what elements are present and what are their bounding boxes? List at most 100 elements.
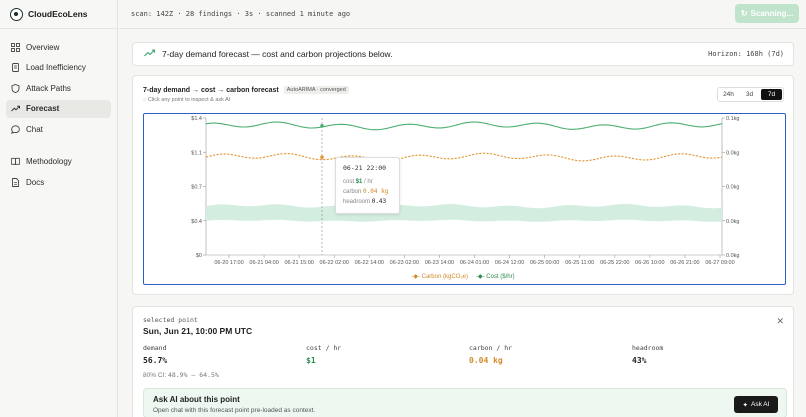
sidebar-item-methodology[interactable]: Methodology xyxy=(6,153,111,171)
selected-carbon-point xyxy=(320,155,324,159)
horizon-label: Horizon: 168h (7d) xyxy=(708,50,784,58)
tooltip-cost-unit: / hr xyxy=(364,179,373,185)
metric-label: demand xyxy=(143,344,167,352)
x-tick-label: 06-26 10:00 xyxy=(635,260,664,266)
sparkle-icon: ✦ xyxy=(742,401,748,409)
sidebar-item-overview[interactable]: Overview xyxy=(6,38,111,56)
scan-status: scan: 142Z · 28 findings · 3s · scanned … xyxy=(131,10,351,18)
sidebar-item-label: Load Inefficiency xyxy=(26,63,86,72)
chart-legend: -◆- Carbon (kgCO₂e) -◆- Cost ($/hr) xyxy=(133,273,793,280)
legend-carbon-label: Carbon (kgCO₂e) xyxy=(421,274,468,280)
range-7d-button[interactable]: 7d xyxy=(761,89,782,100)
y-tick-label-left: $1.1 xyxy=(191,150,202,156)
ask-ai-button[interactable]: ✦ Ask AI xyxy=(734,396,778,413)
metric-cost: cost / hr $1 xyxy=(306,344,341,365)
tooltip-headroom-row: headroom 0.43 xyxy=(343,198,392,205)
x-tick-label: 06-22 02:00 xyxy=(320,260,349,266)
metric-value: $1 xyxy=(306,356,316,365)
tooltip-carbon-value: 0.04 kg xyxy=(363,188,389,195)
book-icon xyxy=(11,157,20,166)
doc-icon xyxy=(11,177,20,187)
x-tick-label: 06-23 14:00 xyxy=(425,260,454,266)
sidebar: CloudEcoLens Overview Load Inefficiency … xyxy=(0,0,118,417)
chat-icon: ◌ xyxy=(143,97,147,103)
selected-cost-point xyxy=(320,124,324,128)
y-tick-label-right: 0.0kg xyxy=(726,219,739,225)
selected-point-card: selected point Sun, Jun 21, 10:00 PM UTC… xyxy=(132,306,794,417)
selected-point-label: selected point xyxy=(143,316,198,324)
x-tick-label: 06-24 12:00 xyxy=(495,260,524,266)
x-tick-label: 06-25 11:00 xyxy=(565,260,594,266)
y-tick-label-right: 0.0kg xyxy=(726,150,739,156)
y-tick-label-left: $0 xyxy=(196,253,202,259)
ci-value: 48.9% – 64.5% xyxy=(167,371,219,379)
refresh-icon: ↻ xyxy=(740,9,748,18)
chart-hint: ◌ Click any point to inspect & ask AI xyxy=(143,97,230,103)
demand-confidence-band xyxy=(206,203,722,222)
sidebar-item-docs[interactable]: Docs xyxy=(6,173,111,191)
legend-cost[interactable]: -◆- Cost ($/hr) xyxy=(476,274,515,280)
model-badge: AutoARIMA · converged xyxy=(283,86,349,94)
sidebar-item-label: Attack Paths xyxy=(26,83,71,93)
x-tick-label: 06-25 22:00 xyxy=(600,260,629,266)
brand-name: CloudEcoLens xyxy=(28,9,88,19)
brand[interactable]: CloudEcoLens xyxy=(0,0,117,29)
x-tick-label: 06-27 09:00 xyxy=(705,260,734,266)
x-tick-label: 06-26 21:00 xyxy=(670,260,699,266)
legend-carbon[interactable]: -◆- Carbon (kgCO₂e) xyxy=(411,274,468,280)
shield-icon xyxy=(11,83,20,93)
x-tick-label: 06-24 01:00 xyxy=(460,260,489,266)
forecast-banner: 7-day demand forecast — cost and carbon … xyxy=(132,42,794,66)
sidebar-item-attack-paths[interactable]: Attack Paths xyxy=(6,79,111,97)
sidebar-nav: Overview Load Inefficiency Attack Paths … xyxy=(0,29,117,203)
range-3d-button[interactable]: 3d xyxy=(745,91,754,98)
x-tick-label: 06-25 00:00 xyxy=(530,260,559,266)
tooltip-carbon-label: carbon xyxy=(343,189,362,195)
chat-icon xyxy=(11,124,20,134)
metric-label: cost / hr xyxy=(306,344,342,352)
tooltip-headroom-label: headroom xyxy=(343,199,371,205)
sidebar-item-label: Methodology xyxy=(26,157,72,166)
point-tooltip: 06-21 22:00 cost $1 / hr carbon 0.04 kg … xyxy=(335,157,400,214)
close-icon[interactable]: ✕ xyxy=(776,316,784,326)
tooltip-carbon-row: carbon 0.04 kg xyxy=(343,188,392,195)
y-tick-label-left: $0.7 xyxy=(191,185,202,191)
carbon-series-line xyxy=(205,152,723,162)
tooltip-cost-label: cost xyxy=(343,179,355,185)
sidebar-item-label: Forecast xyxy=(26,104,60,113)
forecast-plot[interactable]: $1.4 $1.1 $0.7 $0.4 $0 0.1kg 0.0kg 0.0kg 0.0kg 0.… xyxy=(143,113,786,285)
y-tick-label-left: $0.4 xyxy=(191,219,202,225)
scan-button-label: Scanning... xyxy=(750,9,794,18)
logo-icon xyxy=(10,7,23,21)
sidebar-item-chat[interactable]: Chat xyxy=(6,120,111,138)
metric-headroom: headroom 43% xyxy=(632,344,663,365)
ask-ai-button-label: Ask AI xyxy=(751,401,770,408)
range-selector: 24h 3d 7d xyxy=(717,87,784,102)
y-tick-label-left: $1.4 xyxy=(191,116,202,122)
ask-ai-subtitle: Open chat with this forecast point pre-l… xyxy=(153,407,316,414)
tooltip-cost-row: cost $1 / hr xyxy=(343,179,392,185)
sidebar-item-forecast[interactable]: Forecast xyxy=(6,99,111,118)
scan-button[interactable]: ↻ Scanning... xyxy=(735,4,799,23)
legend-cost-label: Cost ($/hr) xyxy=(486,274,515,280)
ci-label: 80% CI: xyxy=(143,372,167,379)
nav-divider xyxy=(6,141,111,153)
metric-value: 56.7% xyxy=(143,356,168,365)
ask-ai-panel: Ask AI about this point Open chat with t… xyxy=(143,388,787,417)
metric-label: carbon / hr xyxy=(469,344,513,352)
y-tick-label-right: 0.1kg xyxy=(726,116,739,122)
x-tick-label: 06-21 15:00 xyxy=(284,260,313,266)
metric-label: headroom xyxy=(632,344,664,352)
sidebar-item-label: Overview xyxy=(26,42,60,52)
tooltip-headroom-value: 0.43 xyxy=(371,198,387,205)
metric-carbon: carbon / hr 0.04 kg xyxy=(469,344,512,365)
sidebar-item-load-inefficiency[interactable]: Load Inefficiency xyxy=(6,59,111,77)
tooltip-time: 06-21 22:00 xyxy=(343,164,387,172)
forecast-chart-svg[interactable]: $1.4 $1.1 $0.7 $0.4 $0 0.1kg 0.0kg 0.0kg 0.0kg 0.… xyxy=(144,114,784,283)
grid-icon xyxy=(11,42,20,52)
sidebar-item-label: Chat xyxy=(26,124,43,134)
banner-text: 7-day demand forecast — cost and carbon … xyxy=(162,49,393,59)
range-24h-button[interactable]: 24h xyxy=(723,91,734,98)
topbar: scan: 142Z · 28 findings · 3s · scanned … xyxy=(119,0,806,29)
x-tick-label: 06-22 14:00 xyxy=(355,260,384,266)
